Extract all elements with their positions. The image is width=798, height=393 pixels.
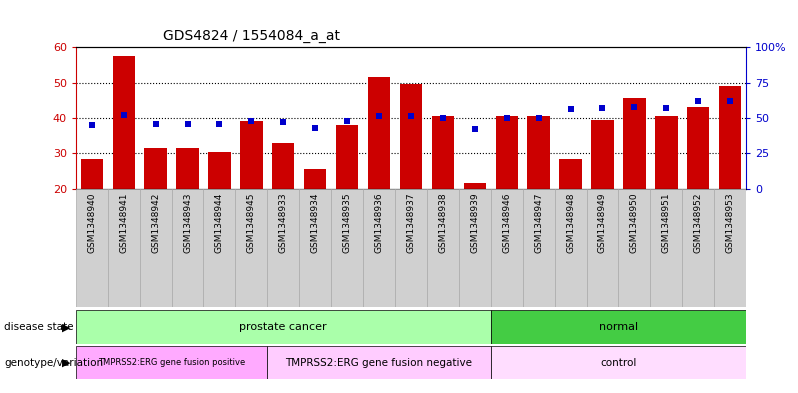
Bar [203,189,235,307]
Bar [208,151,231,189]
Text: GSM1348944: GSM1348944 [215,192,224,253]
Text: GSM1348933: GSM1348933 [279,192,288,253]
Text: GSM1348934: GSM1348934 [310,192,320,253]
Bar [267,189,299,307]
Bar [368,77,390,189]
Text: normal: normal [598,322,638,332]
Bar [523,189,555,307]
Text: GSM1348946: GSM1348946 [502,192,512,253]
Bar [427,189,459,307]
Text: GSM1348943: GSM1348943 [183,192,192,253]
Bar [76,310,491,344]
Text: prostate cancer: prostate cancer [239,322,327,332]
Bar [76,346,267,379]
Bar [172,189,203,307]
Bar [559,158,582,189]
Bar [108,189,140,307]
Text: GSM1348937: GSM1348937 [406,192,416,253]
Bar [395,189,427,307]
Bar [650,189,682,307]
Text: GSM1348949: GSM1348949 [598,192,607,253]
Bar [81,158,103,189]
Text: GSM1348935: GSM1348935 [342,192,352,253]
Bar [555,189,587,307]
Text: GSM1348942: GSM1348942 [151,192,160,253]
Text: TMPRSS2:ERG gene fusion negative: TMPRSS2:ERG gene fusion negative [286,358,472,367]
Bar [331,189,363,307]
Text: ▶: ▶ [62,322,70,332]
Text: GSM1348951: GSM1348951 [662,192,671,253]
Bar [76,189,108,307]
Bar [719,86,741,189]
Text: TMPRSS2:ERG gene fusion positive: TMPRSS2:ERG gene fusion positive [98,358,245,367]
Bar [144,148,167,189]
Bar [235,189,267,307]
Text: GSM1348950: GSM1348950 [630,192,639,253]
Bar [240,121,263,189]
Bar [400,84,422,189]
Bar [299,189,331,307]
Bar [304,169,326,189]
Text: ▶: ▶ [62,358,70,367]
Text: GSM1348936: GSM1348936 [374,192,384,253]
Bar [113,56,135,189]
Bar [682,189,714,307]
Text: disease state: disease state [4,322,73,332]
Text: GSM1348940: GSM1348940 [87,192,97,253]
Text: GSM1348947: GSM1348947 [534,192,543,253]
Bar [587,189,618,307]
Text: genotype/variation: genotype/variation [4,358,103,367]
Text: GSM1348953: GSM1348953 [725,192,735,253]
Bar [623,98,646,189]
Bar [591,119,614,189]
Bar [140,189,172,307]
Bar [363,189,395,307]
Bar [491,189,523,307]
Bar [496,116,518,189]
Text: GDS4824 / 1554084_a_at: GDS4824 / 1554084_a_at [163,29,340,43]
Bar [491,346,746,379]
Bar [336,125,358,189]
Bar [464,183,486,189]
Text: control: control [600,358,637,367]
Text: GSM1348938: GSM1348938 [438,192,448,253]
Text: GSM1348948: GSM1348948 [566,192,575,253]
Bar [714,189,746,307]
Bar [272,143,294,189]
Text: GSM1348941: GSM1348941 [119,192,128,253]
Bar [176,148,199,189]
Bar [432,116,454,189]
Text: GSM1348939: GSM1348939 [470,192,480,253]
Text: GSM1348952: GSM1348952 [693,192,703,253]
Bar [491,310,746,344]
Bar [618,189,650,307]
Bar [687,107,709,189]
Text: GSM1348945: GSM1348945 [247,192,256,253]
Bar [655,116,678,189]
Bar [527,116,550,189]
Bar [267,346,491,379]
Bar [459,189,491,307]
